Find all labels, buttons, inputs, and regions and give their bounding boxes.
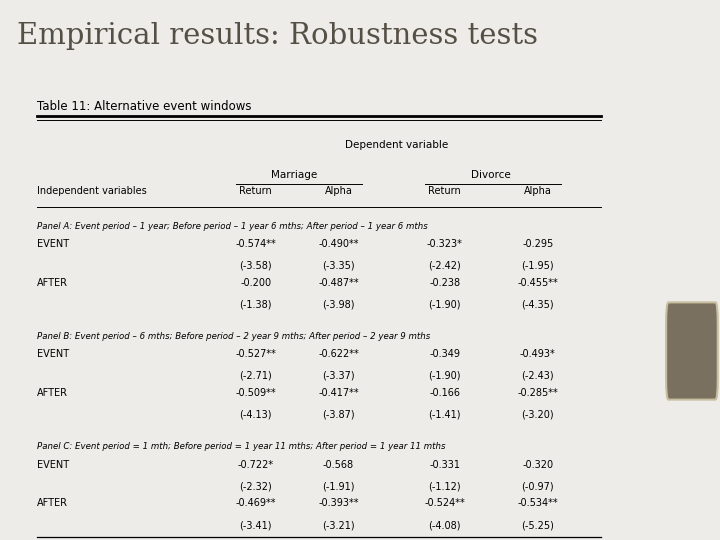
Text: -0.417**: -0.417** xyxy=(318,388,359,399)
Text: -0.524**: -0.524** xyxy=(424,498,465,509)
Text: -0.238: -0.238 xyxy=(429,278,460,288)
Text: EVENT: EVENT xyxy=(37,239,68,249)
Text: Alpha: Alpha xyxy=(325,186,353,197)
Text: -0.295: -0.295 xyxy=(522,239,554,249)
Text: (-3.35): (-3.35) xyxy=(323,261,355,271)
Text: (-1.91): (-1.91) xyxy=(323,481,355,491)
Text: -0.349: -0.349 xyxy=(429,349,460,360)
Text: -0.455**: -0.455** xyxy=(518,278,558,288)
Text: -0.574**: -0.574** xyxy=(235,239,276,249)
Text: -0.493*: -0.493* xyxy=(520,349,556,360)
Text: -0.166: -0.166 xyxy=(429,388,460,399)
Text: Independent variables: Independent variables xyxy=(37,186,146,197)
Text: -0.534**: -0.534** xyxy=(518,498,558,509)
Text: -0.320: -0.320 xyxy=(522,460,553,470)
Text: (-1.90): (-1.90) xyxy=(428,371,461,381)
Text: -0.568: -0.568 xyxy=(323,460,354,470)
Text: Panel A: Event period – 1 year; Before period – 1 year 6 mths; After period – 1 : Panel A: Event period – 1 year; Before p… xyxy=(37,222,427,231)
Text: AFTER: AFTER xyxy=(37,278,68,288)
Text: (-4.35): (-4.35) xyxy=(521,300,554,310)
Text: (-3.37): (-3.37) xyxy=(323,371,355,381)
Text: Alpha: Alpha xyxy=(523,186,552,197)
Text: -0.393**: -0.393** xyxy=(318,498,359,509)
Text: (-3.20): (-3.20) xyxy=(521,410,554,420)
Text: Panel B: Event period – 6 mths; Before period – 2 year 9 mths; After period – 2 : Panel B: Event period – 6 mths; Before p… xyxy=(37,332,430,341)
Text: -0.490**: -0.490** xyxy=(318,239,359,249)
Text: (-3.87): (-3.87) xyxy=(323,410,355,420)
FancyBboxPatch shape xyxy=(666,302,718,400)
Text: (-3.21): (-3.21) xyxy=(323,520,355,530)
Text: (-1.38): (-1.38) xyxy=(239,300,272,310)
Text: AFTER: AFTER xyxy=(37,498,68,509)
Text: (-2.42): (-2.42) xyxy=(428,261,461,271)
Text: (-4.08): (-4.08) xyxy=(428,520,461,530)
Text: -0.285**: -0.285** xyxy=(518,388,558,399)
Text: EVENT: EVENT xyxy=(37,460,68,470)
Text: ): ) xyxy=(709,341,717,361)
Text: -0.622**: -0.622** xyxy=(318,349,359,360)
Text: Dependent variable: Dependent variable xyxy=(345,140,449,151)
Text: -0.487**: -0.487** xyxy=(318,278,359,288)
Text: Divorce: Divorce xyxy=(472,170,511,180)
Text: -0.469**: -0.469** xyxy=(235,498,276,509)
Text: (-1.90): (-1.90) xyxy=(428,300,461,310)
Text: (-0.97): (-0.97) xyxy=(521,481,554,491)
Text: (-2.43): (-2.43) xyxy=(521,371,554,381)
Text: -0.200: -0.200 xyxy=(240,278,271,288)
Text: -0.722*: -0.722* xyxy=(238,460,274,470)
Text: (-1.12): (-1.12) xyxy=(428,481,461,491)
Text: (-2.71): (-2.71) xyxy=(239,371,272,381)
Text: -0.331: -0.331 xyxy=(429,460,460,470)
Text: EVENT: EVENT xyxy=(37,349,68,360)
Text: (-3.58): (-3.58) xyxy=(239,261,272,271)
Text: (-5.25): (-5.25) xyxy=(521,520,554,530)
Text: (-1.95): (-1.95) xyxy=(521,261,554,271)
Text: (-2.32): (-2.32) xyxy=(239,481,272,491)
Text: (-1.41): (-1.41) xyxy=(428,410,461,420)
Text: -0.527**: -0.527** xyxy=(235,349,276,360)
Text: Empirical results: Robustness tests: Empirical results: Robustness tests xyxy=(17,22,538,50)
Text: Panel C: Event period = 1 mth; Before period = 1 year 11 mths; After period = 1 : Panel C: Event period = 1 mth; Before pe… xyxy=(37,442,445,451)
Text: (-3.41): (-3.41) xyxy=(239,520,272,530)
Text: 27: 27 xyxy=(683,344,701,358)
Text: (-3.98): (-3.98) xyxy=(323,300,355,310)
Text: -0.509**: -0.509** xyxy=(235,388,276,399)
Text: Marriage: Marriage xyxy=(271,170,317,180)
Text: Return: Return xyxy=(239,186,272,197)
Text: -0.323*: -0.323* xyxy=(427,239,463,249)
Text: Table 11: Alternative event windows: Table 11: Alternative event windows xyxy=(37,100,251,113)
Text: (-4.13): (-4.13) xyxy=(239,410,272,420)
Text: (: ( xyxy=(667,341,675,361)
Text: Return: Return xyxy=(428,186,461,197)
Text: AFTER: AFTER xyxy=(37,388,68,399)
